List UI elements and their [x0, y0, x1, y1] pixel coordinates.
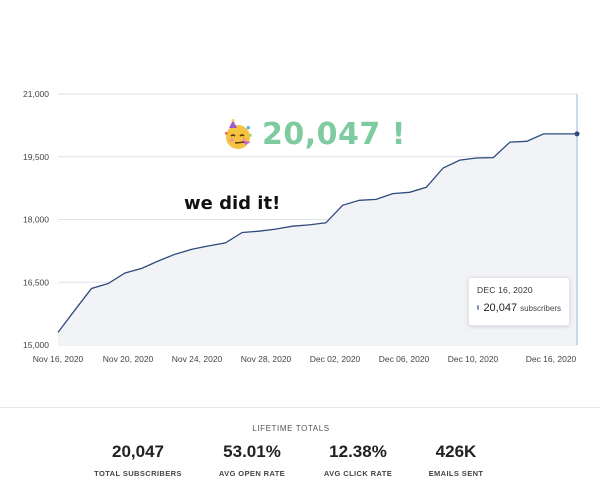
tooltip-value: 20,047	[483, 302, 518, 314]
milestone-callout: 20,047 !	[222, 117, 406, 152]
chart-line-series	[57, 133, 577, 333]
x-tick-label: Nov 20, 2020	[103, 354, 154, 364]
x-tick-label: Nov 24, 2020	[172, 354, 223, 364]
stat-label: EMAILS SENT	[428, 469, 484, 478]
y-tick-label: 15,000	[23, 340, 49, 350]
y-tick-label: 19,500	[23, 152, 49, 162]
x-tick-label: Dec 10, 2020	[448, 354, 499, 364]
stat-value: 426K	[435, 442, 477, 461]
x-tick-label: Nov 16, 2020	[33, 354, 84, 364]
tooltip-date: DEC 16, 2020	[477, 285, 533, 295]
partying-face-icon	[222, 118, 254, 151]
stat-emails-sent: 426K EMAILS SENT	[396, 442, 516, 478]
chart-tooltip: DEC 16, 2020 20,047 subscribers	[468, 277, 570, 326]
x-tick-label: Dec 16, 2020	[526, 354, 577, 364]
y-tick-label: 21,000	[23, 89, 49, 99]
x-tick-label: Dec 06, 2020	[379, 354, 430, 364]
x-tick-label: Nov 28, 2020	[241, 354, 292, 364]
subscriber-chart: 15,000 16,500 18,000 19,500 21,000 Nov 16, 2…	[23, 89, 580, 364]
stat-value: 20,047	[112, 442, 164, 461]
stat-label: TOTAL SUBSCRIBERS	[94, 469, 182, 478]
celebration-note: we did it!	[184, 193, 281, 214]
x-tick-label: Dec 02, 2020	[310, 354, 361, 364]
hover-point[interactable]	[574, 131, 580, 137]
milestone-text: 20,047 !	[262, 117, 406, 152]
stat-avg-open-rate: 53.01% AVG OPEN RATE	[192, 442, 312, 478]
x-axis-ticks: Nov 16, 2020 Nov 20, 2020 Nov 24, 2020 Nov …	[33, 354, 577, 364]
stat-value: 53.01%	[223, 442, 281, 461]
tooltip-unit: subscribers	[520, 304, 561, 313]
stat-value: 12.38%	[329, 442, 387, 461]
chart-area	[58, 133, 577, 345]
tooltip-series-dot	[477, 305, 480, 310]
y-tick-label: 16,500	[23, 277, 49, 287]
stat-label: AVG CLICK RATE	[323, 469, 393, 478]
stat-label: AVG OPEN RATE	[218, 469, 286, 478]
stat-total-subscribers: 20,047 TOTAL SUBSCRIBERS	[78, 442, 198, 478]
y-tick-label: 18,000	[23, 215, 49, 225]
lifetime-totals-title: LIFETIME TOTALS	[252, 424, 330, 433]
stat-avg-click-rate: 12.38% AVG CLICK RATE	[298, 442, 418, 478]
y-axis-ticks: 15,000 16,500 18,000 19,500 21,000	[23, 89, 49, 350]
section-divider	[0, 407, 600, 408]
